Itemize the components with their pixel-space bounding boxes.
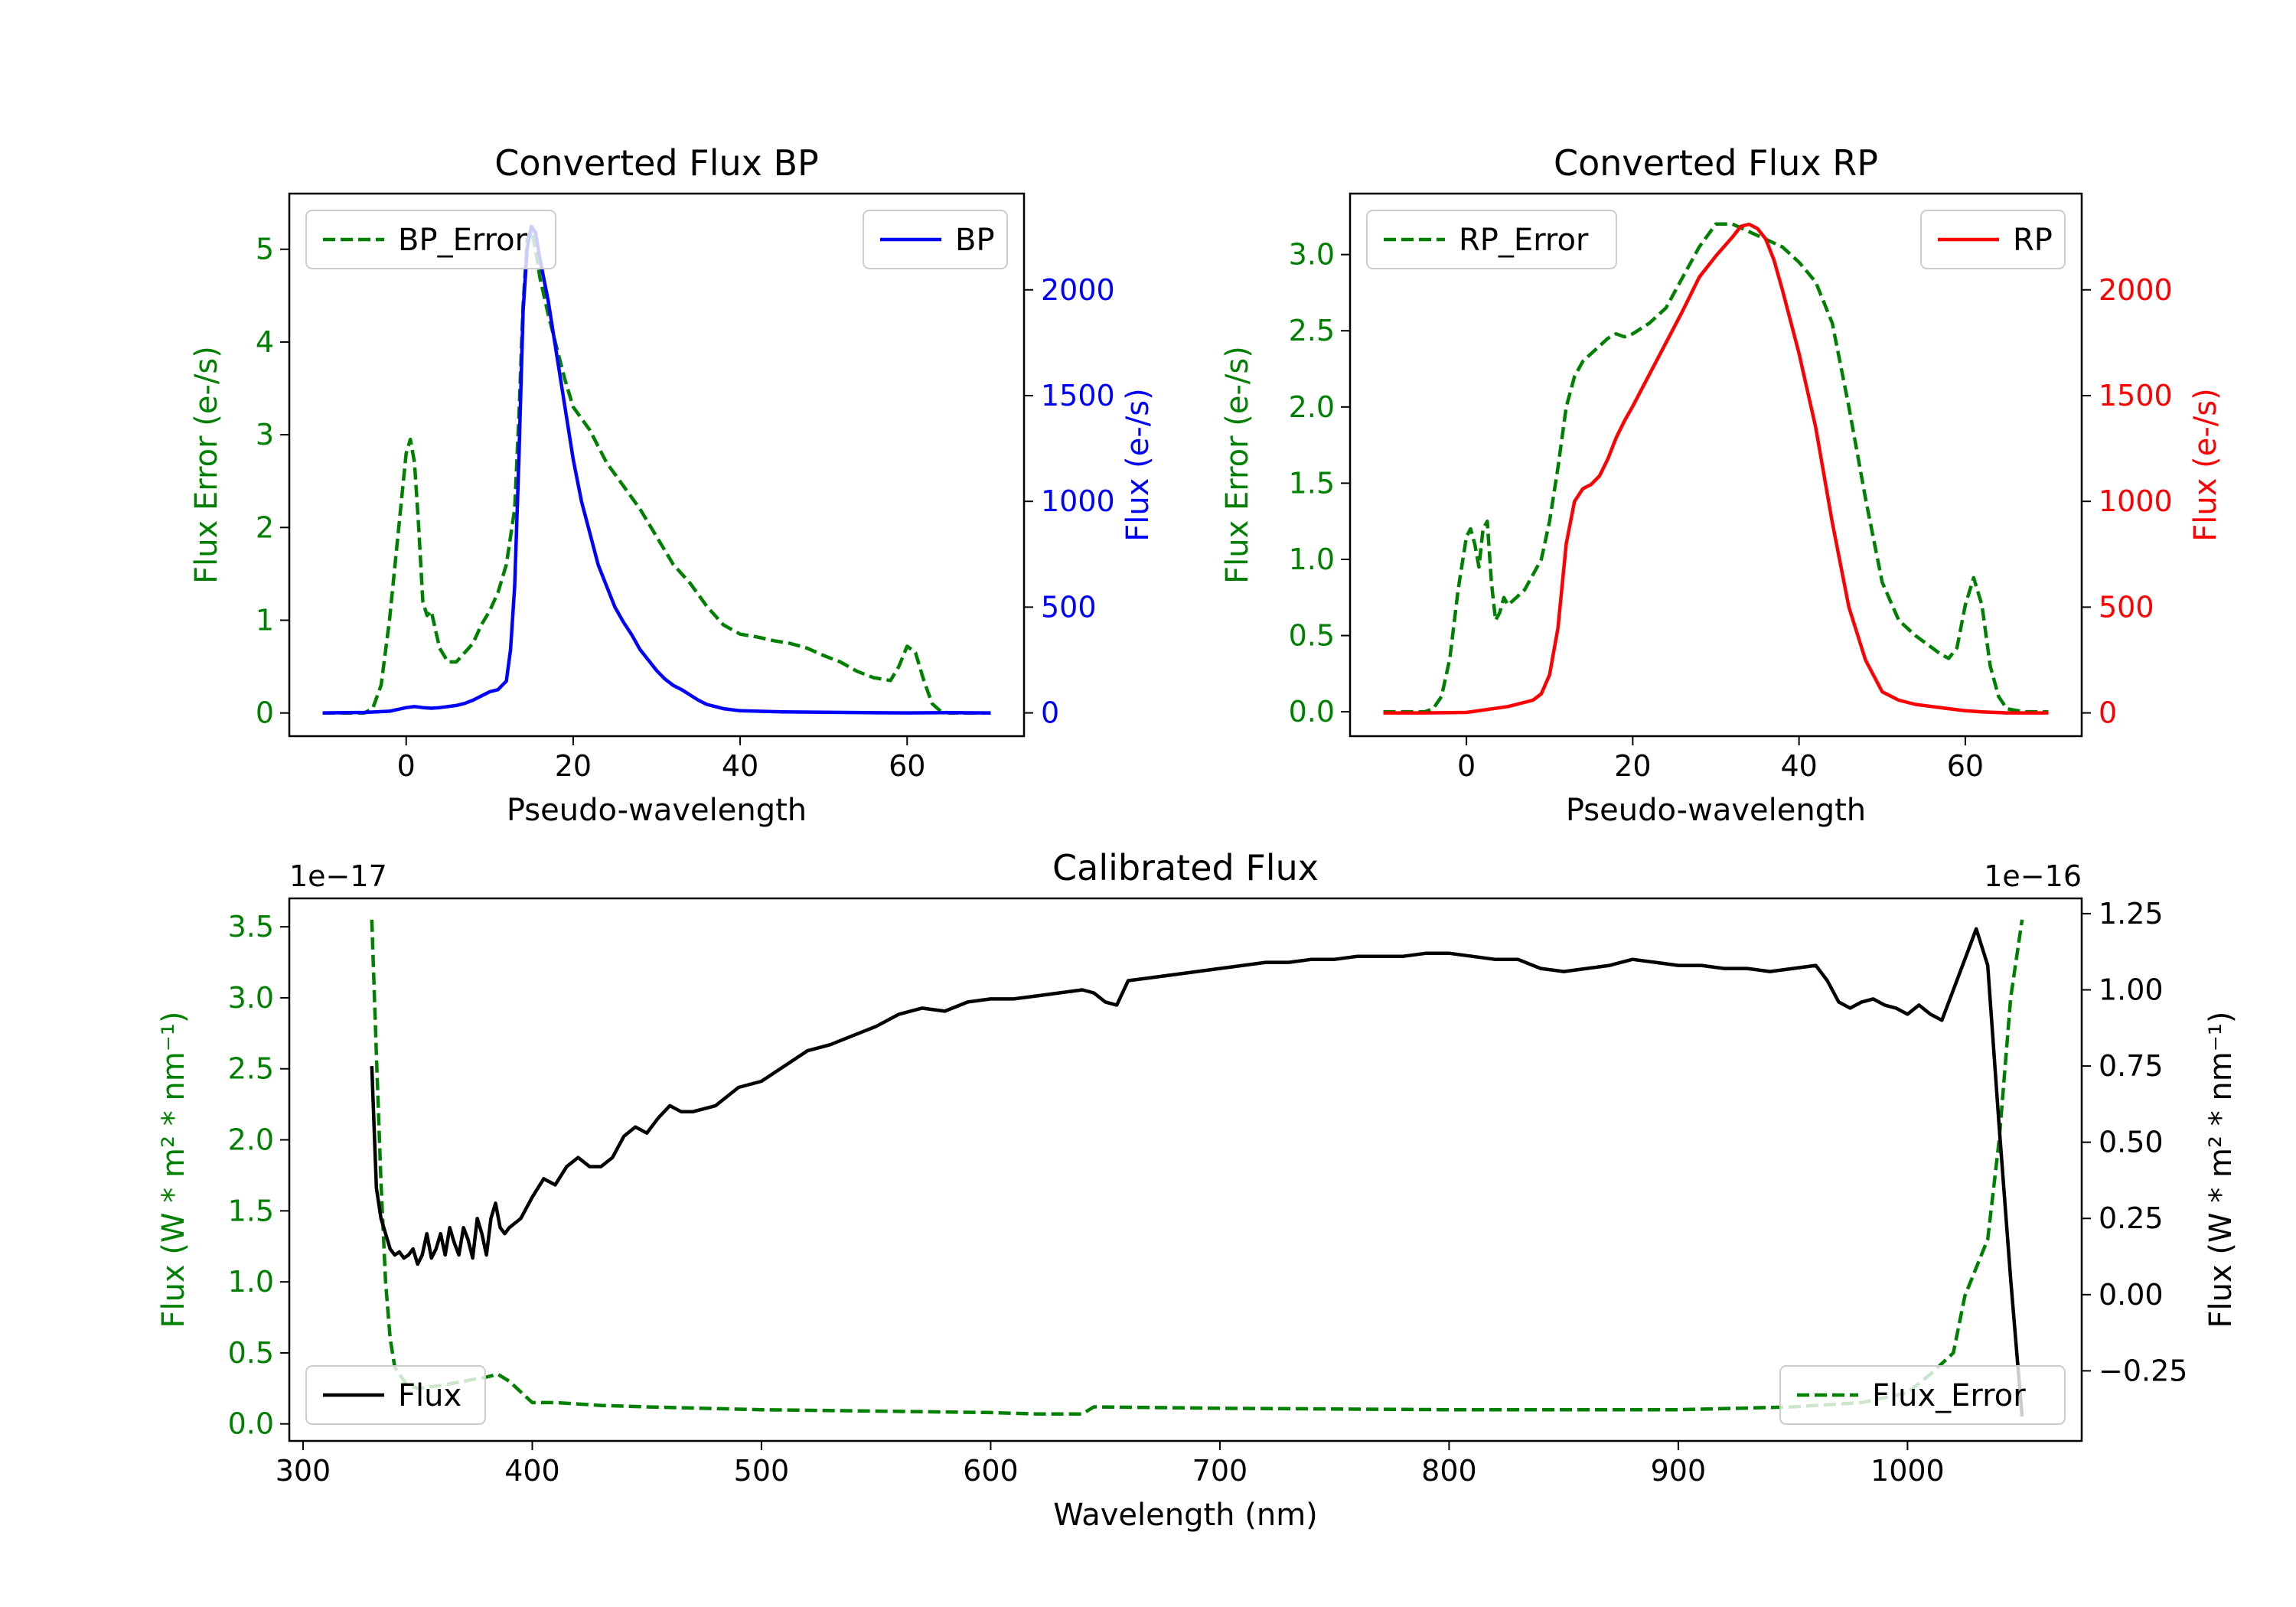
y-left-tick-label: 4: [256, 325, 274, 359]
x-tick-label: 60: [889, 749, 925, 783]
y-left-tick-label: 2.0: [1289, 390, 1335, 424]
panel-1: Converted Flux BP0 20 40 60Pseudo-wavelengt…: [189, 142, 1156, 828]
y-left-tick-label: 3.0: [228, 981, 274, 1015]
x-axis-label: Wavelength (nm): [1053, 1498, 1318, 1533]
y-left-tick-label: 0: [256, 696, 274, 730]
x-tick-label: 1000: [1870, 1454, 1945, 1488]
x-tick-label: 700: [1192, 1454, 1248, 1488]
x-tick-label: 60: [1947, 749, 1984, 783]
panel-3: Calibrated Flux 300 400 500 600 700 800 900 1000…: [156, 847, 2239, 1533]
y-left-tick-label: 1: [256, 604, 274, 637]
plot-frame: [288, 897, 2083, 1442]
x-axis-label: Pseudo-wavelength: [1566, 793, 1866, 828]
legend-legend_left: Flux: [305, 1365, 486, 1425]
y-left-tick-label: 2: [256, 510, 274, 544]
y-left-axis-label: Flux Error (e-/s): [1220, 346, 1255, 584]
panel-2: Converted Flux RP 0 20 40 60 Pseudo-wavelengt…: [1220, 142, 2223, 828]
y-left-tick-label: 1.5: [228, 1194, 274, 1227]
x-tick-label: 600: [963, 1454, 1019, 1488]
x-tick-label: 500: [734, 1454, 790, 1488]
y-right-tick-label: 1000: [1041, 484, 1115, 518]
y-right-tick-label: −0.25: [2099, 1354, 2187, 1387]
y-right-tick-label: 1000: [2099, 484, 2173, 518]
x-tick-label: 900: [1651, 1454, 1707, 1488]
y-right-tick-label: 1.00: [2099, 973, 2164, 1006]
series-line-rp: [1383, 222, 2049, 715]
y-left-tick-label: 0.0: [228, 1407, 274, 1441]
y-right-tick-label: 0.75: [2099, 1049, 2164, 1083]
legend-box: [305, 210, 556, 269]
y-left-tick-label: 0.5: [1289, 619, 1335, 653]
legend-label: BP_Error: [398, 223, 528, 258]
x-tick-label: 300: [276, 1454, 331, 1488]
y-left-tick-label: 3.5: [228, 910, 274, 944]
legend-label: RP: [2013, 223, 2053, 258]
legend-legend_right: Flux_Error: [1779, 1365, 2066, 1425]
x-tick-label: 0: [1457, 749, 1476, 783]
y-left-tick-label: 0.0: [1289, 695, 1335, 729]
series-line-rp-error: [1383, 222, 2049, 714]
x-tick-label: 20: [1614, 749, 1651, 783]
y-left-tick-label: 2.0: [228, 1123, 274, 1157]
y-left-tick-label: 2.5: [228, 1052, 274, 1086]
plot-frame: [288, 192, 1026, 738]
x-tick-label: 800: [1421, 1454, 1477, 1488]
series-line-bp: [322, 224, 991, 715]
y-right-tick-label: 500: [2099, 590, 2154, 624]
y-left-axis-label: Flux (W * m² * nm⁻¹): [156, 1012, 191, 1328]
y-right-tick-label: 0: [2099, 696, 2117, 730]
chart-title: Converted Flux RP: [1554, 142, 1878, 184]
legend-legend_right: RP: [1920, 210, 2066, 269]
legend-legend_left: BP_Error: [305, 210, 556, 269]
y-right-tick-label: 500: [1041, 590, 1097, 624]
chart-title: Converted Flux BP: [494, 142, 819, 184]
y-right-tick-label: 1500: [1041, 379, 1115, 412]
y-right-axis-label: Flux (W * m² * nm⁻¹): [2203, 1012, 2239, 1328]
y-right-tick-label: 0.00: [2099, 1278, 2164, 1312]
y-right-tick-label: 0.25: [2099, 1201, 2164, 1235]
y-right-axis-label: Flux (e-/s): [2188, 388, 2223, 541]
x-axis-label: Pseudo-wavelength: [507, 793, 807, 828]
y-left-tick-label: 2.5: [1289, 314, 1335, 347]
y-left-tick-label: 1.5: [1289, 466, 1335, 500]
y-right-axis-label: Flux (e-/s): [1120, 388, 1156, 541]
y-left-tick-label: 3.0: [1289, 238, 1335, 272]
y-left-tick-label: 1.0: [228, 1265, 274, 1299]
y-left-tick-label: 0.5: [228, 1336, 274, 1370]
x-tick-label: 0: [397, 749, 416, 783]
legend-label: Flux_Error: [1872, 1378, 2026, 1413]
x-tick-label: 400: [504, 1454, 560, 1488]
legend-legend_right: BP: [863, 210, 1008, 269]
y-right-tick-label: 1500: [2099, 379, 2173, 412]
y-left-tick-label: 3: [256, 418, 274, 451]
legend-label: RP_Error: [1459, 223, 1589, 258]
y-left-scale-offset: 1e−17: [289, 859, 387, 893]
plot-frame: [1349, 192, 2083, 738]
legend-box: [305, 1365, 486, 1425]
y-left-tick-label: 1.0: [1289, 543, 1335, 576]
x-tick-label: 40: [1780, 749, 1817, 783]
x-tick-label: 20: [555, 749, 592, 783]
y-right-tick-label: 2000: [2099, 273, 2173, 307]
y-left-tick-label: 5: [256, 233, 274, 266]
y-right-tick-label: 2000: [1041, 273, 1115, 307]
y-right-tick-label: 0: [1041, 696, 1059, 730]
y-right-tick-label: 1.25: [2099, 897, 2164, 931]
series-line-flux: [370, 927, 2024, 1417]
y-left-axis-label: Flux Error (e-/s): [189, 346, 224, 584]
x-tick-label: 40: [722, 749, 758, 783]
legend-label: BP: [955, 223, 995, 258]
legend-legend_left: RP_Error: [1366, 210, 1617, 269]
chart-title: Calibrated Flux: [1052, 847, 1319, 888]
legend-box: [1366, 210, 1617, 269]
y-right-tick-label: 0.50: [2099, 1126, 2164, 1159]
legend-box: [1779, 1365, 2066, 1425]
y-right-scale-offset: 1e−16: [1984, 859, 2082, 893]
legend-label: Flux: [398, 1378, 461, 1413]
